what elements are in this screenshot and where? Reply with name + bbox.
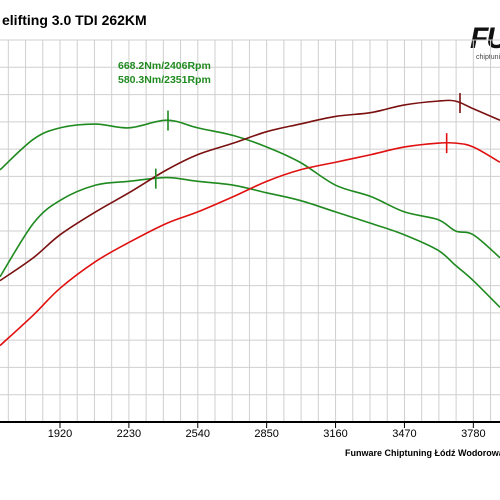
chart-axes	[0, 421, 500, 428]
x-tick-label: 2540	[185, 428, 211, 440]
x-tick-label: 1920	[47, 428, 73, 440]
stock-torque-annotation: 580.3Nm/2351Rpm	[118, 74, 211, 86]
chart-series	[0, 99, 500, 347]
footer-credit: Funware Chiptuning Łódź Wodorowa	[345, 448, 500, 458]
stock-power-line	[0, 141, 500, 347]
chart-markers	[154, 93, 461, 189]
chart-grid	[0, 39, 500, 423]
brand-logo-subtitle: chiptuning	[476, 54, 500, 61]
x-tick-label: 2850	[254, 428, 279, 440]
x-tick-label: 3470	[392, 428, 417, 440]
x-tick-label: 3780	[461, 428, 486, 440]
stock-torque-line	[0, 176, 500, 308]
tuned-torque-line	[0, 119, 500, 259]
brand-logo: FU	[470, 22, 500, 55]
tuned-power-line	[0, 99, 500, 282]
x-tick-label: 2230	[116, 428, 142, 440]
chart-title: elifting 3.0 TDI 262KM	[2, 12, 147, 28]
x-tick-label: 3160	[323, 428, 348, 440]
tuned-torque-annotation: 668.2Nm/2406Rpm	[118, 60, 211, 72]
